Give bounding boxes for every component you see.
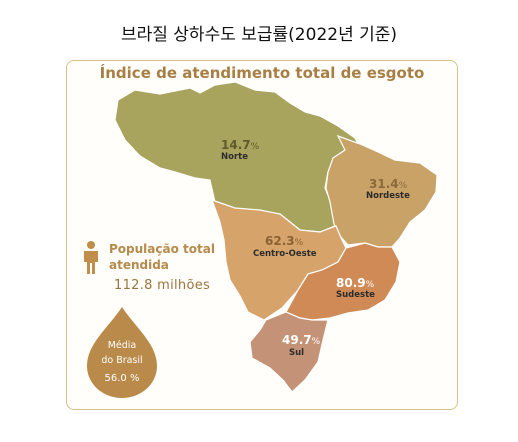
norte-percentage: 14.7% xyxy=(221,138,259,152)
norte-label: Norte xyxy=(221,152,248,162)
sul-value: 49.7 xyxy=(282,333,312,347)
region-sul[interactable] xyxy=(249,311,329,393)
nordeste-value: 31.4 xyxy=(369,177,399,191)
norte-unit: % xyxy=(250,142,260,152)
page-title: 브라질 상하수도 보급률(2022년 기준) xyxy=(120,25,398,45)
sul-unit: % xyxy=(311,337,321,347)
drop-shape xyxy=(87,307,157,398)
nordeste-unit: % xyxy=(398,181,408,191)
centro-oeste-percentage: 62.3% xyxy=(265,234,303,248)
infographic-title: Índice de atendimento total de esgoto xyxy=(99,64,425,82)
sudeste-label: Sudeste xyxy=(336,290,375,300)
sudeste-value: 80.9 xyxy=(336,276,366,290)
average-label-line1: Média xyxy=(107,340,137,351)
person-icon xyxy=(84,241,98,274)
centro-oeste-value: 62.3 xyxy=(265,234,295,248)
nordeste-percentage: 31.4% xyxy=(369,177,407,191)
sul-label: Sul xyxy=(289,348,305,358)
norte-value: 14.7 xyxy=(221,138,251,152)
centro-oeste-unit: % xyxy=(294,238,304,248)
nordeste-label: Nordeste xyxy=(366,191,410,201)
sul-percentage: 49.7% xyxy=(282,333,320,347)
sudeste-percentage: 80.9% xyxy=(336,276,374,290)
average-value: 56.0 % xyxy=(104,373,140,384)
average-label-line2: do Brasil xyxy=(101,355,143,366)
population-label: População total atendida xyxy=(109,242,215,272)
sudeste-unit: % xyxy=(365,280,375,290)
centro-oeste-label: Centro-Oeste xyxy=(253,249,317,259)
population-value: 112.8 milhões xyxy=(114,278,211,293)
region-sudeste[interactable] xyxy=(285,242,401,321)
